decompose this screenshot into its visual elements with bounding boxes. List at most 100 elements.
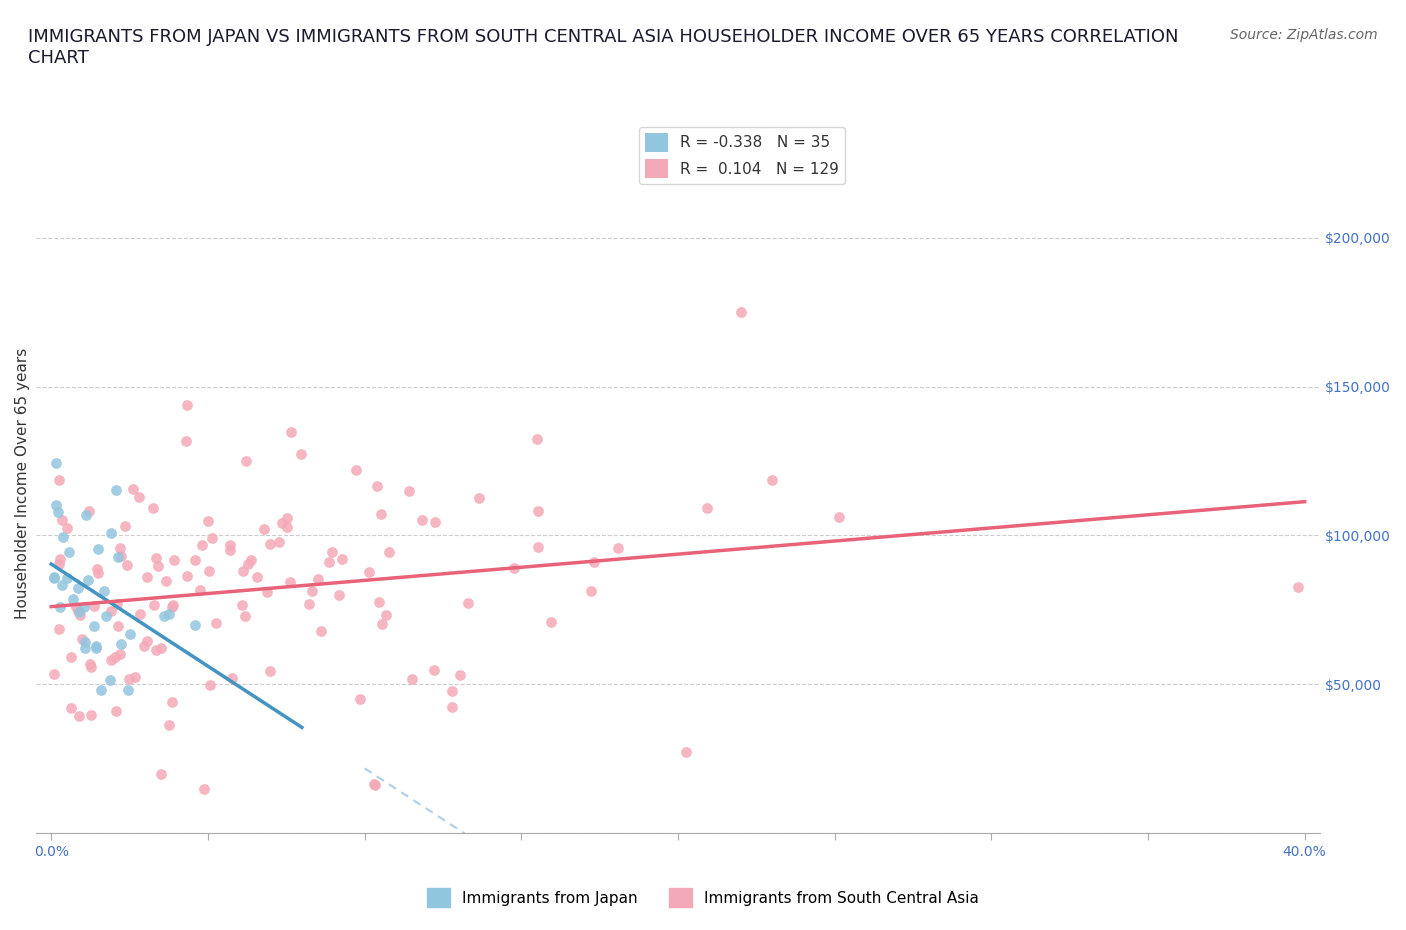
Point	[198, 564, 221, 578]
Point	[105, 597, 128, 612]
Point	[128, 489, 150, 504]
Point	[142, 500, 165, 515]
Point	[540, 615, 562, 630]
Point	[86, 562, 108, 577]
Point	[176, 569, 198, 584]
Point	[73, 640, 96, 655]
Point	[121, 482, 143, 497]
Point	[401, 671, 423, 686]
Point	[176, 398, 198, 413]
Point	[67, 604, 90, 619]
Point	[114, 518, 136, 533]
Point	[423, 662, 446, 677]
Point	[232, 565, 254, 579]
Point	[579, 584, 602, 599]
Point	[80, 708, 103, 723]
Point	[157, 718, 180, 733]
Point	[162, 695, 184, 710]
Point	[259, 664, 281, 679]
Point	[1286, 579, 1309, 594]
Point	[321, 545, 343, 560]
Point	[457, 595, 479, 610]
Point	[307, 571, 329, 586]
Point	[269, 535, 291, 550]
Point	[204, 616, 226, 631]
Point	[75, 508, 97, 523]
Point	[363, 777, 385, 791]
Point	[73, 600, 96, 615]
Point	[108, 540, 131, 555]
Point	[124, 670, 146, 684]
Point	[142, 598, 165, 613]
Point	[253, 522, 276, 537]
Point	[83, 618, 105, 633]
Point	[62, 591, 84, 606]
Point	[318, 554, 340, 569]
Point	[359, 565, 381, 580]
Point	[79, 657, 101, 671]
Point	[193, 781, 215, 796]
Point	[44, 571, 66, 586]
Point	[77, 572, 100, 587]
Point	[219, 538, 242, 552]
Point	[440, 699, 463, 714]
Point	[59, 701, 82, 716]
Point	[104, 649, 127, 664]
Point	[675, 745, 697, 760]
Point	[411, 512, 433, 527]
Point	[86, 640, 108, 655]
Point	[48, 505, 70, 520]
Point	[191, 538, 214, 552]
Point	[118, 627, 141, 642]
Point	[828, 510, 851, 525]
Point	[256, 584, 278, 599]
Point	[364, 777, 387, 792]
Point	[80, 659, 103, 674]
Point	[344, 463, 367, 478]
Point	[100, 604, 122, 618]
Point	[160, 600, 183, 615]
Point	[301, 584, 323, 599]
Point	[367, 595, 389, 610]
Point	[150, 640, 173, 655]
Point	[761, 472, 783, 487]
Point	[110, 549, 132, 564]
Point	[115, 557, 138, 572]
Point	[98, 672, 121, 687]
Point	[245, 569, 267, 584]
Point	[280, 425, 302, 440]
Text: Source: ZipAtlas.com: Source: ZipAtlas.com	[1230, 28, 1378, 42]
Point	[231, 598, 253, 613]
Point	[105, 483, 128, 498]
Point	[200, 530, 222, 545]
Point	[526, 432, 548, 446]
Point	[276, 511, 298, 525]
Point	[235, 453, 257, 468]
Point	[527, 539, 550, 554]
Point	[278, 575, 301, 590]
Point	[235, 608, 257, 623]
Point	[93, 583, 115, 598]
Point	[449, 668, 471, 683]
Text: IMMIGRANTS FROM JAPAN VS IMMIGRANTS FROM SOUTH CENTRAL ASIA HOUSEHOLDER INCOME O: IMMIGRANTS FROM JAPAN VS IMMIGRANTS FROM…	[28, 28, 1178, 67]
Point	[502, 561, 524, 576]
Point	[67, 604, 90, 618]
Point	[155, 574, 177, 589]
Point	[730, 305, 752, 320]
Point	[174, 433, 197, 448]
Point	[107, 550, 129, 565]
Point	[188, 582, 211, 597]
Y-axis label: Householder Income Over 65 years: Householder Income Over 65 years	[15, 348, 30, 619]
Point	[366, 479, 388, 494]
Point	[65, 600, 87, 615]
Point	[184, 618, 207, 632]
Point	[56, 570, 79, 585]
Point	[118, 671, 141, 686]
Point	[259, 537, 281, 551]
Point	[117, 683, 139, 698]
Point	[146, 559, 169, 574]
Point	[441, 684, 464, 698]
Point	[136, 633, 159, 648]
Point	[198, 677, 221, 692]
Point	[157, 606, 180, 621]
